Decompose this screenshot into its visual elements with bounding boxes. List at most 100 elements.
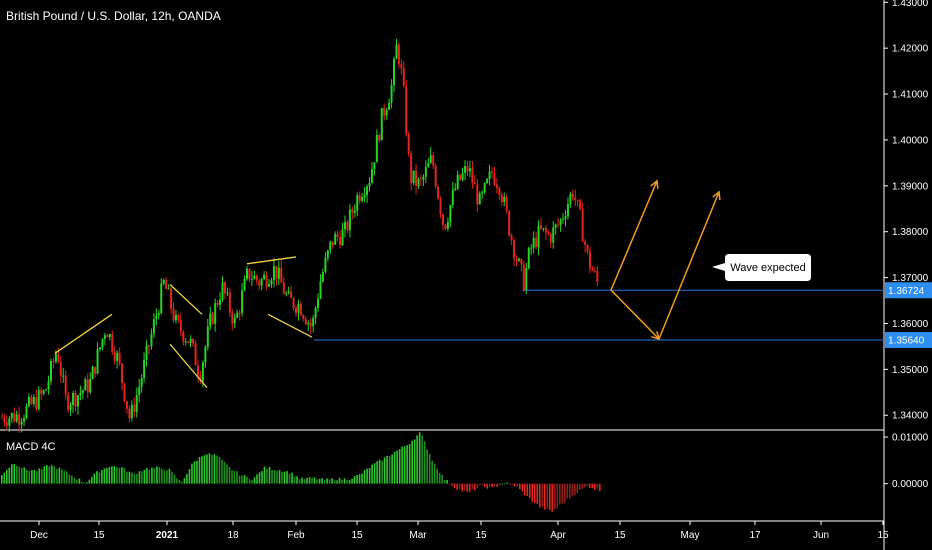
candle-body xyxy=(591,268,594,271)
level-label-bg xyxy=(885,331,932,348)
macd-bar xyxy=(361,473,363,484)
candle-body xyxy=(429,155,432,163)
level-label: 1.35640 xyxy=(888,335,925,346)
candle-body xyxy=(23,417,26,422)
macd-bar xyxy=(128,471,131,484)
macd-bar xyxy=(151,467,153,484)
macd-bar xyxy=(446,479,448,484)
candle-body xyxy=(375,134,378,163)
macd-bar xyxy=(441,474,443,484)
macd-bar xyxy=(141,471,143,484)
macd-bar xyxy=(273,469,276,484)
candle-body xyxy=(468,168,471,172)
macd-bar xyxy=(143,469,146,484)
x-tick-label: 18 xyxy=(227,530,239,541)
macd-bar xyxy=(366,468,368,484)
candle-body xyxy=(321,272,324,282)
candle-body xyxy=(233,317,236,324)
candle-body xyxy=(177,314,180,320)
macd-bar xyxy=(501,483,504,485)
candle-body xyxy=(535,237,538,248)
macd-bar xyxy=(511,483,514,485)
macd-bar xyxy=(293,476,296,484)
candle-body xyxy=(238,312,241,314)
macd-bar xyxy=(33,469,36,484)
macd-bar xyxy=(1,475,3,484)
candle-body xyxy=(99,347,101,350)
candle-body xyxy=(282,282,285,294)
macd-bar xyxy=(81,481,83,484)
candle-body xyxy=(483,183,486,193)
macd-bar xyxy=(41,468,43,484)
macd-bar xyxy=(283,471,286,484)
candle-body xyxy=(170,288,173,309)
candle-body xyxy=(121,363,124,384)
candle-body xyxy=(79,392,82,396)
candle-body xyxy=(449,205,452,223)
candle-body xyxy=(307,322,310,325)
macd-bar xyxy=(513,483,516,487)
macd-bar xyxy=(218,456,221,484)
candle-body xyxy=(5,422,8,426)
macd-bar xyxy=(328,479,331,484)
projection-arrowhead xyxy=(712,190,721,201)
macd-bar xyxy=(108,466,111,484)
macd-bar xyxy=(571,483,574,496)
macd-bar xyxy=(233,470,236,484)
macd-bar xyxy=(238,475,241,484)
macd-bar xyxy=(306,477,308,484)
candle-body xyxy=(446,222,449,229)
macd-bar xyxy=(403,446,406,484)
macd-bar xyxy=(346,480,348,484)
pattern-line xyxy=(246,256,297,265)
macd-bar xyxy=(201,456,203,484)
macd-bar xyxy=(258,472,261,484)
candle-body xyxy=(574,197,577,201)
candle-body xyxy=(140,377,143,387)
candle-body xyxy=(52,361,55,363)
macd-bar xyxy=(461,483,463,492)
candle-body xyxy=(148,345,150,347)
candle-body xyxy=(292,297,295,308)
macd-y-tick-label: 0.01000 xyxy=(892,433,929,444)
x-tick-label: 15 xyxy=(614,530,626,541)
candle-body xyxy=(476,184,479,205)
candle-body xyxy=(515,258,518,261)
candle-body xyxy=(532,237,535,248)
candle-body xyxy=(495,184,498,189)
macd-bar xyxy=(188,469,191,484)
candle-body xyxy=(236,312,239,318)
candle-body xyxy=(250,279,253,281)
candle-body xyxy=(326,250,329,258)
macd-bar xyxy=(353,475,356,484)
macd-bar xyxy=(8,467,11,484)
macd-bar xyxy=(213,454,216,484)
candle-body xyxy=(290,291,293,298)
macd-bar xyxy=(496,483,499,487)
macd-bar xyxy=(46,465,48,484)
y-tick-label: 1.40000 xyxy=(892,135,929,146)
candle-body xyxy=(13,413,16,422)
candle-body xyxy=(106,335,109,338)
projection-line xyxy=(658,191,720,340)
candle-body xyxy=(442,214,444,225)
candle-body xyxy=(334,233,337,245)
macd-bar xyxy=(286,471,288,484)
candle-body xyxy=(584,241,587,245)
candle-body xyxy=(348,209,351,231)
macd-bar xyxy=(266,468,268,484)
macd-bar xyxy=(476,483,478,488)
macd-bar xyxy=(158,467,161,484)
macd-bar xyxy=(593,483,596,490)
candle-body xyxy=(525,268,528,291)
macd-bar xyxy=(168,468,171,484)
macd-bar xyxy=(126,471,128,484)
macd-bar xyxy=(553,483,556,510)
macd-bar xyxy=(113,466,116,484)
candle-body xyxy=(162,279,165,284)
candle-body xyxy=(219,299,222,305)
macd-bar xyxy=(351,478,353,484)
candle-body xyxy=(197,365,199,376)
macd-bar xyxy=(416,435,418,484)
